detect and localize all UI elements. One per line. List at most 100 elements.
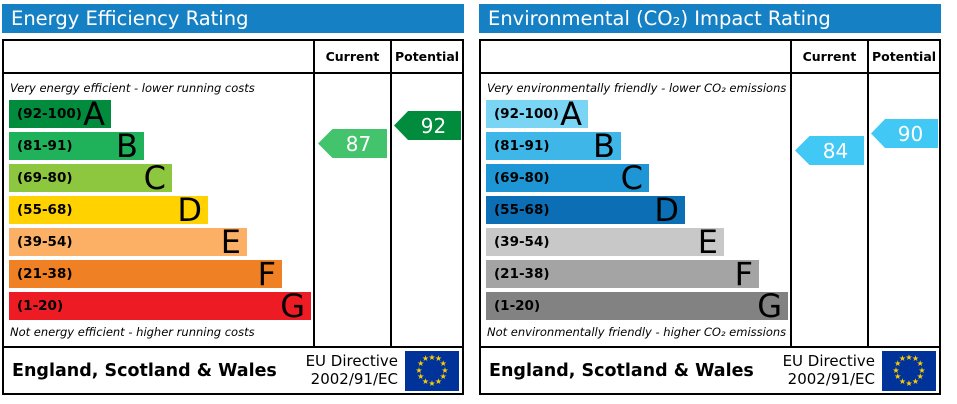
rating-band-range: (55-68) — [17, 202, 73, 218]
rating-band-range: (81-91) — [17, 138, 73, 154]
eu-flag-star: ★ — [918, 365, 926, 375]
eu-flag-star: ★ — [421, 376, 430, 386]
current-column: 87 — [315, 74, 392, 346]
rating-band: (69-80) C — [9, 159, 172, 197]
rating-band-letter: B — [593, 127, 615, 165]
rating-band-letter: C — [620, 159, 643, 197]
rating-band-letter: C — [143, 159, 166, 197]
rating-band-range: (69-80) — [494, 170, 550, 186]
eu-flag-star: ★ — [911, 376, 920, 386]
rating-band-range: (1-20) — [494, 298, 541, 314]
rating-band: (92-100) A — [9, 95, 111, 133]
eu-directive-line1: EU Directive — [305, 351, 398, 370]
eu-flag-icon: ★ ★ ★ ★ ★ ★ ★ ★ ★ ★ ★ ★ — [405, 350, 459, 391]
potential-column-header: Potential — [394, 49, 460, 64]
eu-flag-star: ★ — [417, 372, 425, 381]
bands-stack: (92-100) A (81-91) B (69-80) C (55-68) D… — [9, 95, 311, 325]
rating-band-range: (39-54) — [494, 234, 550, 250]
rating-band: (39-54) E — [486, 223, 724, 261]
eu-flag-star: ★ — [916, 359, 924, 368]
eu-flag-star: ★ — [892, 365, 900, 375]
eu-flag-star: ★ — [421, 354, 430, 364]
potential-column-header: Potential — [871, 49, 937, 64]
bands-area: Very environmentally friendly - lower CO… — [481, 74, 792, 346]
energy-efficiency-chart: Energy Efficiency Rating Current Potenti… — [2, 4, 464, 395]
rating-band: (55-68) D — [9, 191, 208, 229]
eu-flag-star: ★ — [898, 376, 907, 386]
header-spacer — [481, 41, 792, 72]
eu-flag-star: ★ — [434, 354, 443, 364]
eu-flag-star: ★ — [898, 354, 907, 364]
bottom-caption: Not environmentally friendly - higher CO… — [487, 325, 787, 339]
rating-band-letter: A — [560, 95, 582, 133]
rating-band: (39-54) E — [9, 226, 247, 258]
chart-title: Environmental (CO₂) Impact Rating — [479, 4, 941, 33]
rating-band: (21-38) F — [9, 255, 282, 293]
eu-directive-line1: EU Directive — [782, 351, 875, 370]
chart-title: Energy Efficiency Rating — [2, 4, 464, 33]
rating-band-range: (69-80) — [17, 170, 73, 186]
header-spacer — [4, 41, 315, 72]
region-label: England, Scotland & Wales — [489, 360, 754, 381]
rating-band: (21-38) F — [486, 255, 759, 293]
rating-band-range: (39-54) — [17, 234, 73, 250]
rating-band-range: (1-20) — [17, 298, 64, 314]
eu-flag-star: ★ — [428, 378, 436, 388]
table-header-row: Current Potential — [4, 41, 462, 74]
rating-band-range: (81-91) — [494, 138, 550, 154]
eu-directive-line2: 2002/91/EC — [310, 369, 398, 388]
rating-band-letter: G — [757, 287, 782, 325]
potential-rating-arrow: 92 — [394, 111, 461, 140]
rating-band-letter: F — [257, 255, 276, 293]
eu-flag-star: ★ — [441, 365, 449, 375]
rating-table: Current Potential Very environmentally f… — [479, 39, 941, 395]
eu-flag-star: ★ — [916, 372, 924, 381]
rating-band: (1-20) G — [9, 287, 311, 325]
rating-band-letter: A — [83, 95, 105, 133]
rating-band: (69-80) C — [486, 159, 649, 197]
eu-flag-star: ★ — [894, 359, 902, 368]
top-caption: Very energy efficient - lower running co… — [10, 81, 255, 95]
rating-table: Current Potential Very energy efficient … — [2, 39, 464, 395]
rating-band-range: (92-100) — [494, 106, 559, 122]
eu-flag-star: ★ — [417, 359, 425, 368]
eu-directive-label: EU Directive 2002/91/EC — [305, 351, 405, 388]
table-body-row: Very energy efficient - lower running co… — [4, 74, 462, 346]
table-header-row: Current Potential — [481, 41, 939, 74]
rating-band: (92-100) A — [486, 95, 588, 133]
eu-directive-label: EU Directive 2002/91/EC — [782, 351, 882, 388]
eu-flag-icon: ★ ★ ★ ★ ★ ★ ★ ★ ★ ★ ★ ★ — [882, 350, 936, 391]
table-body-row: Very environmentally friendly - lower CO… — [481, 74, 939, 346]
rating-band-letter: E — [697, 223, 718, 261]
bands-stack: (92-100) A (81-91) B (69-80) C (55-68) D… — [486, 95, 788, 325]
rating-band-letter: D — [177, 191, 202, 229]
eu-flag-star: ★ — [905, 378, 913, 388]
rating-band-range: (21-38) — [494, 266, 550, 282]
table-footer-row: England, Scotland & Wales EU Directive 2… — [481, 346, 939, 393]
rating-band-range: (55-68) — [494, 202, 550, 218]
eu-flag-star: ★ — [428, 352, 436, 362]
bands-area: Very energy efficient - lower running co… — [4, 74, 315, 346]
table-footer-row: England, Scotland & Wales EU Directive 2… — [4, 346, 462, 393]
potential-column: 92 — [392, 74, 462, 346]
rating-band: (81-91) B — [486, 127, 621, 165]
eu-flag-star: ★ — [415, 365, 423, 375]
rating-band: (55-68) D — [486, 191, 685, 229]
rating-band-range: (92-100) — [17, 106, 82, 122]
rating-band: (81-91) B — [9, 130, 144, 162]
eu-directive-line2: 2002/91/EC — [787, 369, 875, 388]
region-label: England, Scotland & Wales — [12, 360, 277, 381]
rating-band-letter: D — [654, 191, 679, 229]
current-column: 84 — [792, 74, 869, 346]
current-rating-arrow: 87 — [318, 129, 387, 158]
bottom-caption: Not energy efficient - higher running co… — [10, 325, 255, 339]
rating-band: (1-20) G — [486, 287, 788, 325]
eu-flag-star: ★ — [905, 352, 913, 362]
potential-rating-arrow: 90 — [871, 119, 938, 148]
rating-band-letter: F — [734, 255, 753, 293]
top-caption: Very environmentally friendly - lower CO… — [487, 81, 787, 95]
rating-band-letter: G — [280, 287, 305, 325]
environmental-co2-chart: Environmental (CO₂) Impact Rating Curren… — [479, 4, 941, 395]
current-rating-arrow: 84 — [795, 136, 864, 165]
eu-flag-star: ★ — [439, 359, 447, 368]
